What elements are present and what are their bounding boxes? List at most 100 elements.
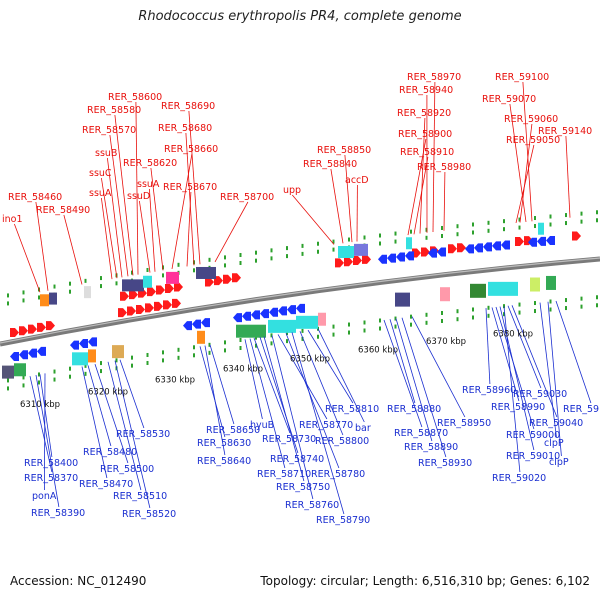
forward-gene-arrow — [457, 243, 466, 253]
tick-mark-outer — [379, 233, 381, 238]
reverse-gene-arrow — [396, 252, 405, 262]
forward-gene-arrow — [515, 237, 524, 247]
leader-line-bottom — [35, 374, 60, 508]
kbp-scale-label: 6320 kbp — [88, 387, 128, 397]
reverse-gene-arrow — [251, 310, 260, 320]
leader-line-bottom — [107, 361, 142, 491]
top-gene-labels: ino1 RER_58460 RER_58490 ssuA ssuC ssuB RER_58… — [2, 72, 592, 225]
tick-mark-inner — [208, 342, 211, 347]
tick-mark-inner — [100, 361, 102, 366]
reverse-gene-arrow — [37, 346, 46, 356]
leader-line-bottom — [411, 316, 466, 418]
tick-mark-inner-outer — [100, 369, 102, 374]
forward-gene-arrow — [223, 274, 232, 284]
gene-label-bottom: RER_58650 — [206, 425, 260, 436]
tick-mark-inner-outer — [549, 307, 552, 312]
reverse-gene-arrow — [269, 307, 278, 317]
reverse-gene-arrow — [88, 337, 97, 347]
tick-mark-outer — [410, 229, 412, 234]
gene-label-bottom: RER_58930 — [418, 458, 472, 469]
kbp-scale-label: 6310 kbp — [20, 400, 60, 410]
leader-line-bottom — [209, 344, 235, 425]
tick-mark-outer — [7, 293, 9, 298]
gene-label-bottom: RER_59020 — [492, 473, 546, 484]
gene-label-bottom: RER_58370 — [24, 473, 78, 484]
gene-label-top: RER_59060 — [504, 114, 558, 125]
kbp-scale-label: 6380 kbp — [493, 329, 533, 339]
forward-gene-arrow — [163, 300, 172, 310]
reverse-gene-arrow — [378, 254, 387, 264]
reverse-gene-arrow — [260, 309, 269, 319]
tick-mark-inner — [348, 322, 350, 327]
tick-mark-inner — [580, 296, 583, 301]
forward-gene-arrow — [214, 276, 223, 286]
leader-line-bottom — [299, 331, 344, 436]
gene-label-bottom: RER_58990 — [491, 402, 545, 413]
kbp-scale-label: 6340 kbp — [223, 365, 263, 375]
tick-mark-outer — [565, 213, 567, 218]
tick-mark-outer-inner — [100, 284, 102, 289]
gene-feature-box — [112, 345, 124, 359]
tick-mark-outer-inner — [472, 230, 474, 235]
leader-line-top — [443, 171, 446, 231]
leader-line-top — [432, 81, 436, 233]
forward-gene-arrow — [129, 290, 138, 300]
tick-mark-inner-outer — [7, 386, 9, 391]
kbp-scale-label: 6350 kbp — [290, 355, 330, 365]
reverse-gene-arrow — [483, 242, 492, 252]
tick-mark-outer — [255, 250, 257, 255]
gene-label-bottom: RER_58520 — [122, 509, 176, 520]
leader-line-bottom — [114, 360, 151, 509]
gene-label-bottom: RER_58810 — [325, 404, 379, 415]
gene-feature-box — [338, 245, 354, 258]
gene-label-bottom: RER_58480 — [83, 447, 137, 458]
leader-line-top — [519, 123, 533, 223]
tick-mark-inner-outer — [425, 320, 428, 325]
tick-mark-outer — [518, 217, 521, 222]
tick-mark-inner-outer — [503, 312, 505, 317]
tick-mark-outer — [224, 255, 226, 260]
bottom-leader-lines — [29, 300, 592, 515]
tick-mark-outer — [363, 235, 366, 240]
tick-mark-outer-inner — [270, 256, 273, 261]
leader-line-top — [139, 200, 151, 273]
leader-line-bottom — [39, 374, 53, 458]
forward-gene-arrow — [412, 248, 421, 258]
leader-line-bottom — [285, 333, 340, 469]
leader-line-bottom — [389, 319, 416, 404]
leader-line-bottom — [503, 306, 521, 473]
tick-mark-outer-inner — [193, 268, 195, 273]
leader-line-bottom — [199, 346, 226, 438]
tick-mark-outer-inner — [22, 298, 25, 303]
tick-mark-inner-outer — [518, 310, 521, 315]
gene-label-bottom: RER_58880 — [387, 404, 441, 415]
leader-line-top — [149, 188, 156, 272]
tick-mark-outer — [425, 227, 428, 232]
gene-label-top: RER_58970 — [407, 72, 461, 83]
gene-feature-box — [197, 330, 205, 344]
kbp-scale-label: 6360 kbp — [358, 345, 398, 355]
gene-label-top: RER_58680 — [158, 123, 212, 134]
gene-label-top: RER_58490 — [36, 205, 90, 216]
tick-mark-inner — [115, 358, 118, 363]
forward-gene-arrow — [205, 277, 214, 287]
tick-mark-outer-inner — [487, 228, 490, 233]
reverse-gene-arrow — [428, 248, 437, 258]
gene-feature-box — [488, 281, 518, 296]
genome-stats-text: Topology: circular; Length: 6,516,310 bp… — [260, 574, 590, 588]
tick-mark-outer — [301, 243, 304, 248]
reverse-gene-arrow — [19, 350, 28, 360]
gene-label-bottom: RER_58390 — [31, 508, 85, 519]
map-title: Rhodococcus erythropolis PR4, complete g… — [138, 9, 462, 24]
gene-label-top: RER_58910 — [400, 147, 454, 158]
reverse-gene-arrow — [287, 305, 296, 315]
leader-line-bottom — [491, 307, 520, 402]
gene-label-bottom: RER_58730 — [262, 434, 316, 445]
forward-gene-arrow — [344, 257, 353, 267]
tick-mark-outer-inner — [7, 301, 9, 306]
tick-mark-outer-inner — [224, 263, 226, 268]
tick-mark-inner — [301, 328, 304, 333]
leader-line-bottom — [244, 339, 263, 420]
gene-label-top: RER_58920 — [397, 108, 451, 119]
leader-line-top — [114, 114, 134, 276]
